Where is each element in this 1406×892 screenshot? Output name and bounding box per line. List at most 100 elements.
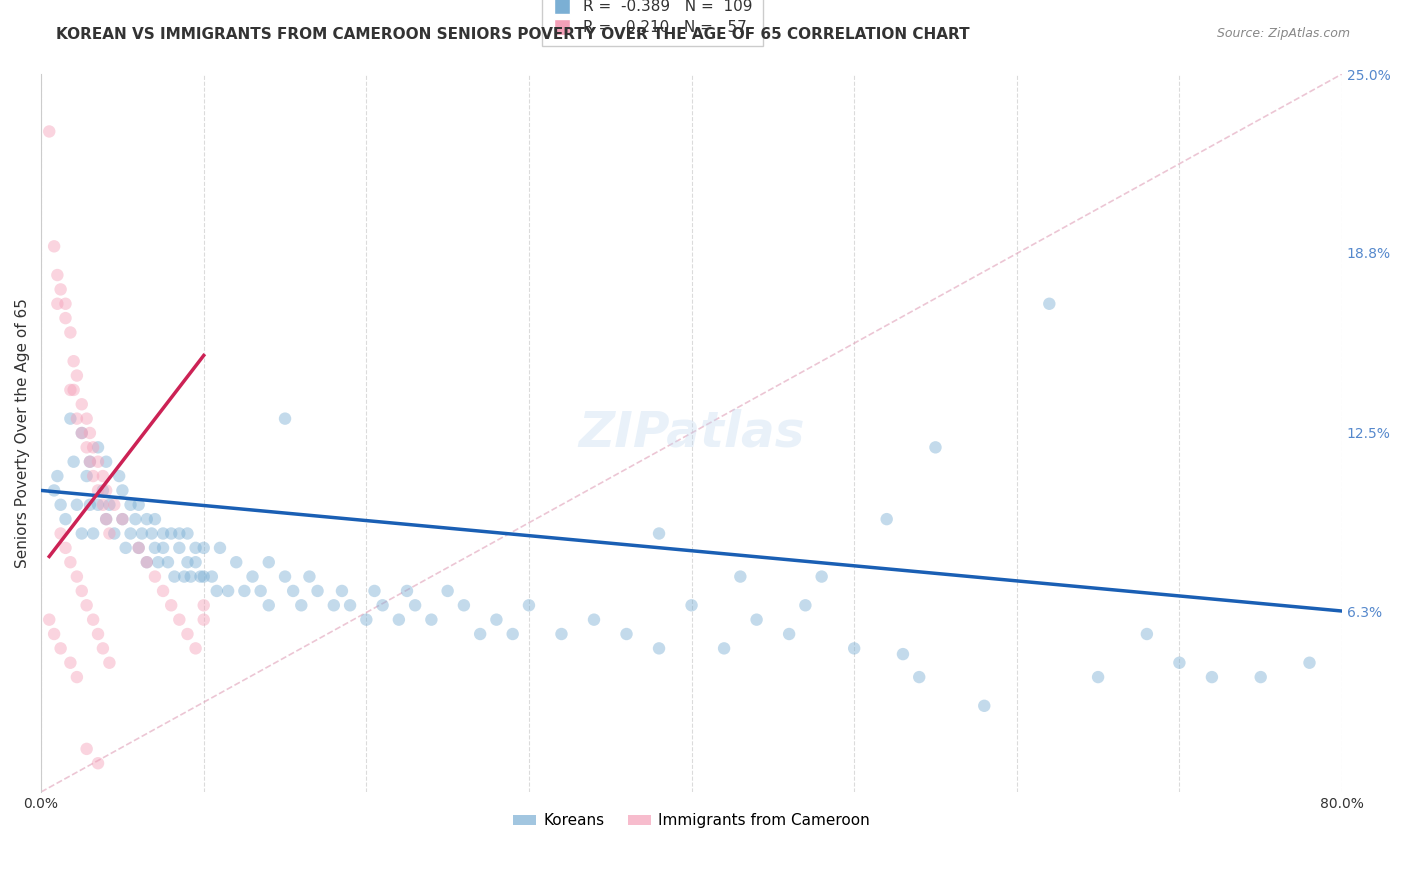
Point — [111, 512, 134, 526]
Point — [79, 425, 101, 440]
Point — [453, 599, 475, 613]
Point — [76, 469, 98, 483]
Point — [404, 599, 426, 613]
Point — [82, 441, 104, 455]
Point — [55, 512, 77, 526]
Point — [55, 311, 77, 326]
Point — [87, 498, 110, 512]
Point — [120, 498, 142, 512]
Point — [111, 512, 134, 526]
Point — [79, 455, 101, 469]
Point — [38, 124, 60, 138]
Point — [59, 555, 82, 569]
Point — [169, 526, 191, 541]
Point — [141, 526, 163, 541]
Point — [1168, 656, 1191, 670]
Point — [111, 483, 134, 498]
Point — [184, 541, 207, 555]
Point — [193, 613, 215, 627]
Point — [152, 526, 174, 541]
Point — [76, 599, 98, 613]
Point — [1087, 670, 1109, 684]
Point — [201, 569, 224, 583]
Point — [681, 599, 703, 613]
Point — [98, 656, 121, 670]
Point — [225, 555, 247, 569]
Point — [307, 583, 329, 598]
Point — [184, 555, 207, 569]
Point — [143, 541, 166, 555]
Point — [794, 599, 817, 613]
Point — [257, 599, 280, 613]
Point — [290, 599, 312, 613]
Point — [173, 569, 195, 583]
Point — [42, 239, 65, 253]
Point — [49, 641, 72, 656]
Point — [156, 555, 179, 569]
Point — [66, 670, 89, 684]
Point — [1136, 627, 1159, 641]
Point — [180, 569, 202, 583]
Point — [62, 455, 84, 469]
Point — [96, 512, 118, 526]
Point — [844, 641, 866, 656]
Point — [470, 627, 492, 641]
Point — [330, 583, 353, 598]
Point — [550, 627, 572, 641]
Point — [91, 498, 114, 512]
Point — [176, 526, 198, 541]
Point — [98, 526, 121, 541]
Point — [103, 526, 125, 541]
Point — [395, 583, 418, 598]
Point — [298, 569, 321, 583]
Point — [973, 698, 995, 713]
Point — [184, 641, 207, 656]
Point — [876, 512, 898, 526]
Point — [62, 383, 84, 397]
Y-axis label: Seniors Poverty Over the Age of 65: Seniors Poverty Over the Age of 65 — [15, 298, 30, 568]
Point — [193, 599, 215, 613]
Point — [648, 526, 671, 541]
Text: KOREAN VS IMMIGRANTS FROM CAMEROON SENIORS POVERTY OVER THE AGE OF 65 CORRELATIO: KOREAN VS IMMIGRANTS FROM CAMEROON SENIO… — [56, 27, 970, 42]
Point — [82, 613, 104, 627]
Point — [87, 441, 110, 455]
Point — [163, 569, 186, 583]
Point — [356, 613, 378, 627]
Point — [87, 627, 110, 641]
Point — [322, 599, 344, 613]
Point — [908, 670, 931, 684]
Text: ZIPatlas: ZIPatlas — [578, 409, 804, 457]
Point — [616, 627, 638, 641]
Point — [274, 569, 297, 583]
Point — [363, 583, 385, 598]
Point — [128, 541, 150, 555]
Point — [176, 555, 198, 569]
Point — [49, 498, 72, 512]
Point — [87, 483, 110, 498]
Point — [891, 647, 914, 661]
Point — [339, 599, 361, 613]
Point — [283, 583, 305, 598]
Point — [70, 583, 93, 598]
Point — [160, 599, 183, 613]
Point — [91, 483, 114, 498]
Point — [128, 541, 150, 555]
Point — [745, 613, 768, 627]
Point — [66, 498, 89, 512]
Point — [114, 541, 136, 555]
Point — [1298, 656, 1320, 670]
Point — [46, 469, 69, 483]
Point — [233, 583, 256, 598]
Point — [713, 641, 735, 656]
Point — [124, 512, 146, 526]
Point — [143, 569, 166, 583]
Point — [79, 455, 101, 469]
Point — [128, 498, 150, 512]
Point — [70, 425, 93, 440]
Point — [193, 541, 215, 555]
Point — [70, 397, 93, 411]
Point — [169, 541, 191, 555]
Point — [420, 613, 443, 627]
Point — [66, 411, 89, 425]
Point — [55, 297, 77, 311]
